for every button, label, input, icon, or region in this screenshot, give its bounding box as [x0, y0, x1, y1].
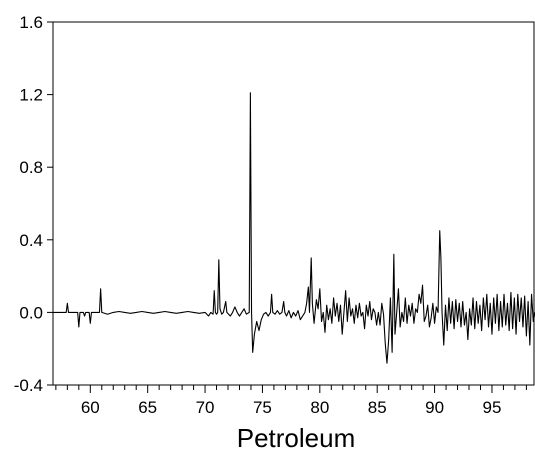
- plot-frame: [52, 21, 535, 386]
- plot-area-border: [52, 21, 535, 386]
- series-line: [53, 92, 535, 364]
- x-tick-label: 95: [483, 398, 502, 417]
- y-tick-label: 1.6: [19, 13, 43, 32]
- y-axis: -0.4 0.0 0.4 0.8 1.2 1.6: [14, 13, 53, 395]
- y-tick-label: 0.0: [19, 303, 43, 322]
- x-tick-label: 80: [310, 398, 329, 417]
- x-tick-label: 90: [425, 398, 444, 417]
- x-tick-label: 75: [253, 398, 272, 417]
- x-tick-label: 70: [196, 398, 215, 417]
- x-tick-label: 60: [81, 398, 100, 417]
- x-axis-title: Petroleum: [237, 423, 356, 453]
- x-tick-label: 65: [138, 398, 157, 417]
- y-tick-label: 1.2: [19, 86, 43, 105]
- y-tick-label: -0.4: [14, 376, 43, 395]
- x-axis: 60 65 70 75 80 85 90 95: [55, 385, 527, 417]
- y-tick-label: 0.8: [19, 158, 43, 177]
- x-tick-label: 85: [368, 398, 387, 417]
- y-tick-label: 0.4: [19, 231, 43, 250]
- series-layer: [53, 92, 535, 364]
